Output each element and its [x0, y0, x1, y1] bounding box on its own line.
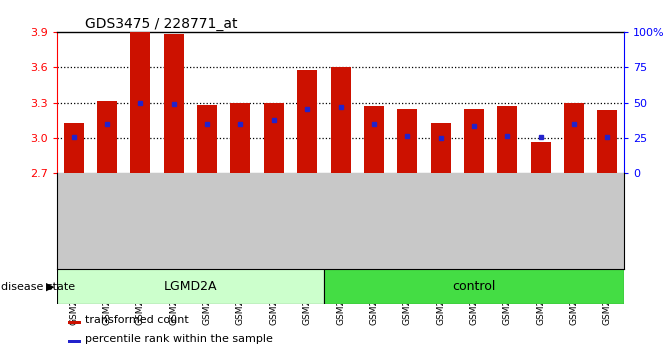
Bar — [531, 142, 551, 173]
Bar — [497, 106, 517, 173]
Bar — [464, 109, 484, 173]
Text: LGMD2A: LGMD2A — [164, 280, 217, 293]
Text: GDS3475 / 228771_at: GDS3475 / 228771_at — [85, 17, 238, 31]
Bar — [230, 103, 250, 173]
Bar — [197, 105, 217, 173]
Bar — [130, 32, 150, 173]
Bar — [164, 34, 184, 173]
Bar — [397, 109, 417, 173]
Bar — [364, 106, 384, 173]
Bar — [297, 70, 317, 173]
Bar — [431, 123, 451, 173]
Bar — [597, 110, 617, 173]
Bar — [68, 321, 81, 324]
Bar — [324, 269, 624, 304]
Text: ▶: ▶ — [46, 282, 54, 292]
Bar — [97, 102, 117, 173]
Bar — [64, 123, 84, 173]
Text: percentile rank within the sample: percentile rank within the sample — [85, 333, 273, 344]
Bar — [264, 103, 284, 173]
Bar — [68, 340, 81, 343]
Text: transformed count: transformed count — [85, 315, 189, 325]
Text: control: control — [452, 280, 496, 293]
Bar — [57, 269, 324, 304]
Bar — [331, 67, 350, 173]
Text: disease state: disease state — [1, 282, 75, 292]
Bar — [564, 103, 584, 173]
